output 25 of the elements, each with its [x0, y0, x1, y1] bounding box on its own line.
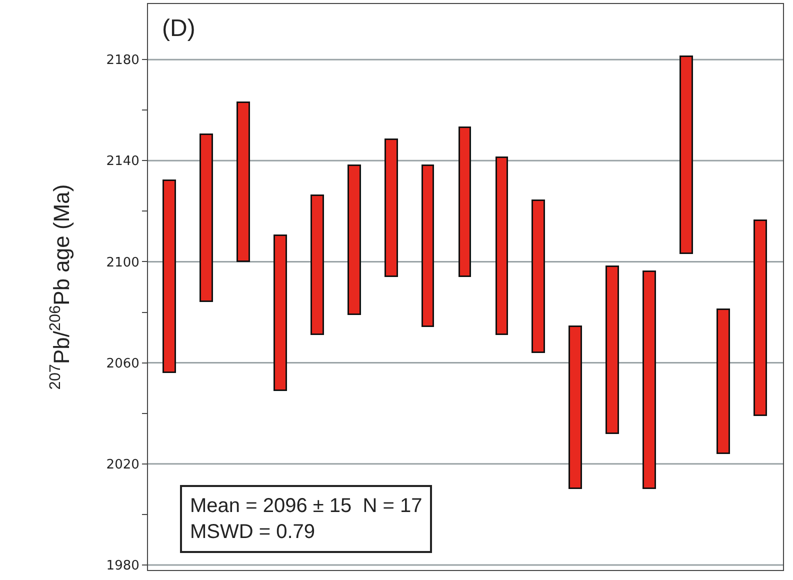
y-tick-label: 1980: [106, 558, 140, 574]
bar: [606, 266, 619, 434]
bar: [310, 194, 324, 335]
y-tick-label: 2060: [106, 356, 140, 372]
bar: [532, 200, 545, 353]
bar: [458, 126, 471, 277]
bar: [716, 308, 730, 454]
annotation: Mean = 2096 ± 15 N = 17 MSWD = 0.79: [190, 495, 422, 543]
bar: [236, 102, 250, 262]
bar: [274, 234, 287, 391]
bar: [754, 220, 767, 416]
bar: [568, 326, 582, 489]
bar: [496, 156, 508, 335]
bar: [680, 56, 693, 254]
bar: [200, 134, 213, 302]
annotation: (D): [162, 15, 196, 42]
y-tick-label: 2180: [106, 53, 140, 68]
y-tick-label: 2140: [106, 154, 140, 170]
y-tick-label: 2020: [106, 457, 140, 472]
bar: [348, 164, 361, 315]
bar: [422, 164, 434, 327]
bar: [642, 270, 656, 489]
y-tick-label: 2100: [106, 255, 140, 270]
bar: [162, 180, 176, 373]
bar: [384, 138, 398, 277]
